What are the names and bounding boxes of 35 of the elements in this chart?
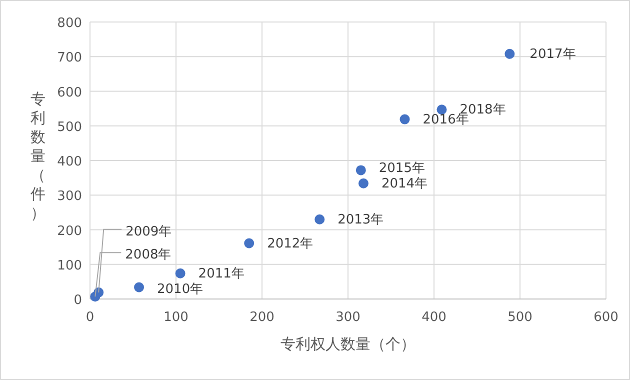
y-tick-label: 800 — [57, 16, 82, 31]
y-tick-label: 400 — [57, 154, 82, 170]
point — [244, 238, 254, 248]
y-tick-label: 700 — [57, 50, 82, 66]
annotation: 2013年 — [338, 212, 384, 228]
y-tick-label: 600 — [57, 85, 82, 100]
x-tick-label: 600 — [594, 310, 618, 325]
annotation: 2011年 — [198, 266, 244, 282]
y-tick-label: 300 — [57, 189, 82, 204]
x-tick-label: 100 — [164, 310, 188, 325]
x-axis-title: 专利权人数量（个） — [280, 335, 416, 353]
annotation: 2008年 — [125, 248, 172, 263]
annotation: 2014年 — [381, 176, 428, 192]
x-tick-label: 500 — [508, 310, 532, 325]
point — [134, 282, 144, 292]
x-tick-label: 300 — [336, 310, 360, 325]
annotation: 2015年 — [378, 161, 425, 176]
annotation: 2012年 — [267, 236, 314, 252]
point — [504, 48, 515, 59]
y-tick-label: 100 — [57, 258, 82, 274]
point — [356, 165, 366, 176]
y-tick-label: 200 — [57, 224, 82, 239]
x-tick-label: 200 — [250, 310, 274, 325]
y-tick-label: 500 — [57, 120, 82, 135]
point — [400, 114, 410, 124]
point — [314, 214, 325, 224]
annotation: 2017年 — [530, 46, 576, 62]
y-axis-title: 专利数量（件） — [30, 90, 46, 222]
y-tick-label: 0 — [74, 293, 82, 308]
annotation: 2010年 — [157, 282, 204, 298]
x-tick-label: 0 — [86, 310, 94, 325]
x-tick-label: 400 — [422, 310, 446, 325]
annotation: 2009年 — [126, 224, 172, 240]
point — [358, 178, 368, 188]
point — [175, 268, 186, 278]
